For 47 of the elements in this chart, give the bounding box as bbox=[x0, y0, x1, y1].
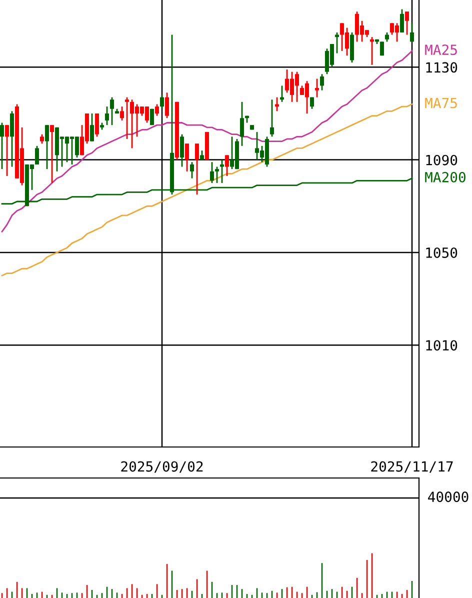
candlestick bbox=[225, 154, 229, 177]
candlestick bbox=[90, 112, 94, 142]
candlestick bbox=[185, 142, 189, 172]
candlestick bbox=[50, 124, 54, 184]
candlestick bbox=[270, 98, 274, 138]
y-tick-label: 1090 bbox=[426, 154, 458, 166]
candlestick bbox=[400, 8, 404, 34]
line-series bbox=[1, 50, 413, 232]
candlestick bbox=[40, 134, 44, 144]
candlestick bbox=[165, 92, 169, 119]
candlestick bbox=[220, 159, 224, 184]
y-tick-label: 1050 bbox=[426, 247, 458, 258]
candlestick bbox=[385, 32, 389, 42]
line-series bbox=[1, 104, 413, 276]
candlestick bbox=[105, 106, 109, 126]
candlestick bbox=[160, 94, 164, 110]
y-tick-label: 1130 bbox=[426, 62, 458, 73]
candlestick bbox=[110, 96, 114, 126]
y-tick-label: 1010 bbox=[426, 340, 458, 351]
candlestick bbox=[335, 32, 339, 54]
candlestick bbox=[215, 166, 219, 184]
candlestick bbox=[0, 122, 4, 170]
x-tick-label: 2025/09/02 bbox=[121, 461, 203, 473]
candlestick bbox=[320, 73, 324, 92]
candlestick bbox=[180, 134, 184, 168]
candlestick bbox=[10, 110, 14, 168]
series-label: MA200 bbox=[425, 172, 466, 182]
candlestick bbox=[155, 104, 159, 116]
candlestick bbox=[95, 112, 99, 138]
candlestick bbox=[120, 106, 124, 122]
text: 40000 bbox=[428, 492, 468, 502]
candlestick bbox=[410, 22, 414, 42]
series-label: MA25 bbox=[425, 44, 457, 56]
candlestick bbox=[195, 142, 199, 196]
candlestick bbox=[315, 78, 319, 98]
candlestick bbox=[275, 96, 279, 112]
candlestick bbox=[210, 161, 214, 184]
candlestick bbox=[5, 124, 9, 177]
candlestick bbox=[45, 124, 49, 170]
candlestick bbox=[190, 161, 194, 180]
candlestick bbox=[200, 150, 204, 161]
candlestick bbox=[125, 96, 129, 140]
candlestick bbox=[240, 101, 244, 147]
candlestick bbox=[405, 10, 409, 36]
series-label: MA75 bbox=[425, 98, 457, 108]
x-tick-label: 2025/11/17 bbox=[371, 461, 453, 473]
candlestick bbox=[35, 145, 39, 166]
